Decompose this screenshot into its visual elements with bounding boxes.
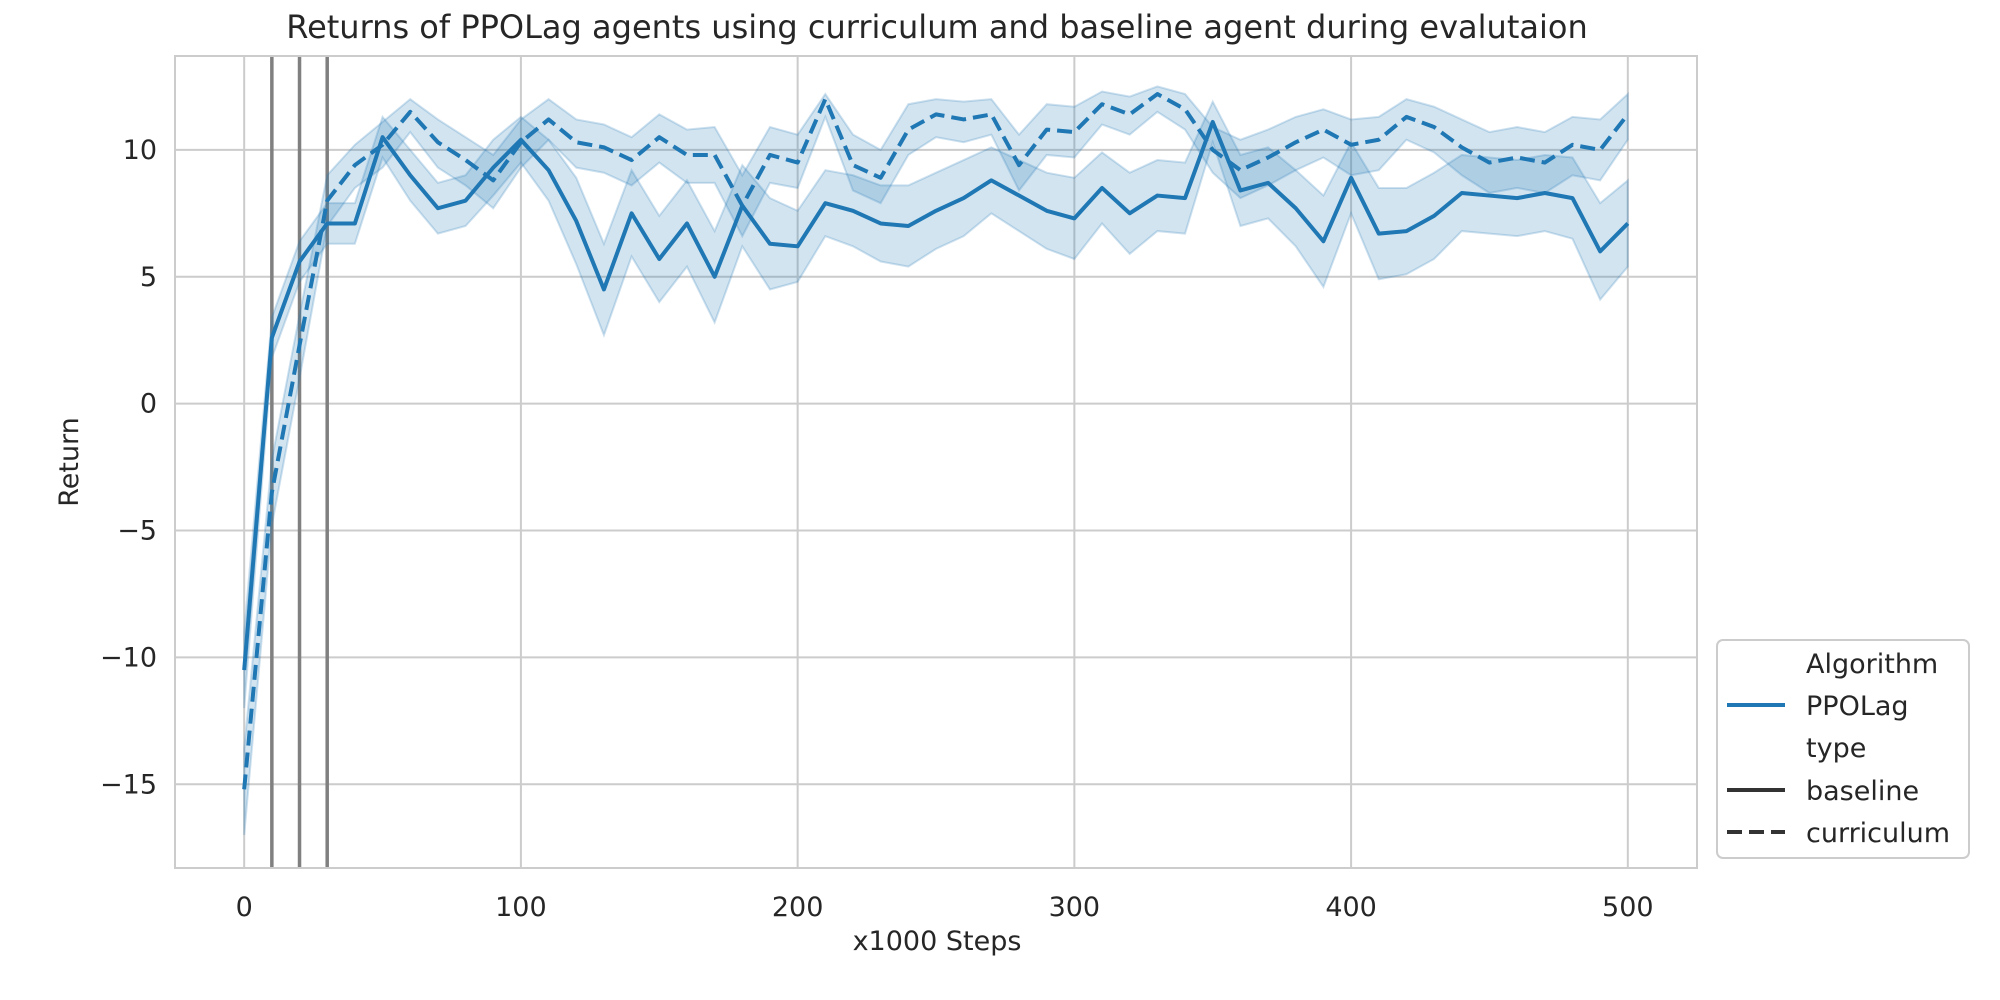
y-tick-label: −5 [117, 516, 157, 547]
y-tick-label: 10 [123, 135, 157, 166]
vertical-marker-lines [270, 56, 329, 868]
plot-background [175, 56, 1697, 868]
grid-lines [175, 56, 1697, 868]
x-axis-title: x1000 Steps [853, 926, 1022, 957]
legend: Algorithm PPOLag type baseline curriculu… [1716, 639, 1970, 859]
y-tick-label: 5 [140, 262, 157, 293]
x-tick-label: 300 [1049, 892, 1101, 923]
legend-baseline-label: baseline [1806, 776, 1919, 807]
legend-style-title: type [1806, 733, 1866, 764]
legend-ppolag-label: PPOLag [1806, 691, 1909, 722]
x-tick-label: 500 [1602, 892, 1654, 923]
y-axis-title: Return [54, 417, 85, 507]
x-tick-label: 100 [495, 892, 547, 923]
legend-curriculum-label: curriculum [1806, 818, 1950, 849]
series-lines [242, 92, 1630, 790]
x-tick-labels: 0 100 200 300 400 500 [236, 892, 1654, 923]
plot-frame [174, 55, 1698, 869]
series-line-baseline [242, 119, 1630, 671]
y-tick-labels: 10 5 0 −5 −10 −15 [100, 135, 157, 800]
series-line-curriculum [242, 92, 1630, 790]
x-tick-label: 0 [236, 892, 253, 923]
y-tick-label: 0 [140, 389, 157, 420]
legend-frame [1716, 639, 1970, 859]
y-tick-label: −10 [100, 642, 157, 673]
chart-title: Returns of PPOLag agents using curriculu… [286, 8, 1587, 46]
x-tick-label: 400 [1325, 892, 1377, 923]
y-tick-label: −15 [100, 769, 157, 800]
x-tick-label: 200 [772, 892, 824, 923]
legend-hue-title: Algorithm [1806, 649, 1938, 680]
